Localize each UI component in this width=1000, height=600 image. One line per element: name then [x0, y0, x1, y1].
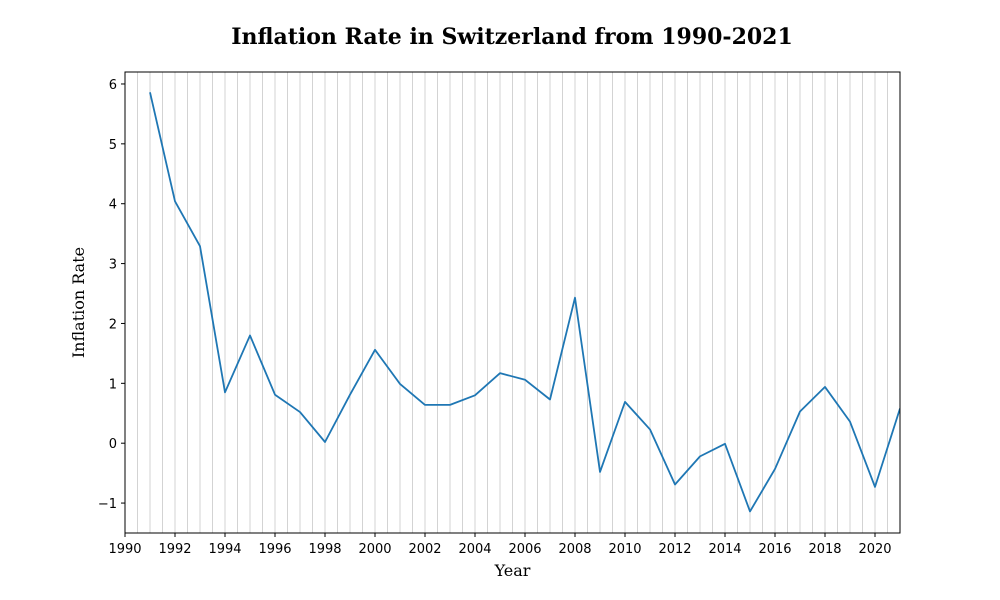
x-axis: 1990 1992 1994 1996 1998 2000 2002 2004 2006 2008… [108, 533, 892, 557]
y-axis-label: Inflation Rate [69, 247, 88, 358]
x-axis-label: Year [494, 561, 531, 580]
x-tick-label: 1994 [208, 542, 241, 557]
y-axis: −1 0 1 2 3 4 5 6 [98, 78, 125, 512]
y-tick-label: −1 [98, 497, 117, 512]
x-tick-label: 2016 [758, 542, 791, 557]
x-tick-label: 2014 [708, 542, 741, 557]
x-tick-label: 2006 [508, 542, 541, 557]
y-tick-label: 6 [109, 78, 117, 93]
y-tick-label: 3 [109, 258, 117, 273]
chart-title: Inflation Rate in Switzerland from 1990-… [231, 24, 793, 50]
series-layer [149, 92, 900, 513]
x-tick-label: 2018 [808, 542, 841, 557]
y-tick-label: 1 [109, 377, 117, 392]
y-tick-label: 2 [109, 317, 117, 332]
x-tick-label: 1990 [108, 542, 141, 557]
x-tick-label: 1992 [158, 542, 191, 557]
x-tick-label: 2000 [358, 542, 391, 557]
series-line [149, 92, 900, 513]
x-tick-label: 2008 [558, 542, 591, 557]
x-tick-label: 2020 [858, 542, 891, 557]
y-tick-label: 4 [109, 198, 117, 213]
y-tick-label: 5 [109, 138, 117, 153]
x-tick-label: 2012 [658, 542, 691, 557]
x-tick-label: 1996 [258, 542, 291, 557]
grid-lines [124, 72, 901, 533]
x-tick-label: 2004 [458, 542, 491, 557]
plot-frame [124, 71, 901, 534]
y-tick-label: 0 [109, 437, 117, 452]
x-tick-label: 2002 [408, 542, 441, 557]
x-tick-label: 1998 [308, 542, 341, 557]
x-tick-label: 2010 [608, 542, 641, 557]
